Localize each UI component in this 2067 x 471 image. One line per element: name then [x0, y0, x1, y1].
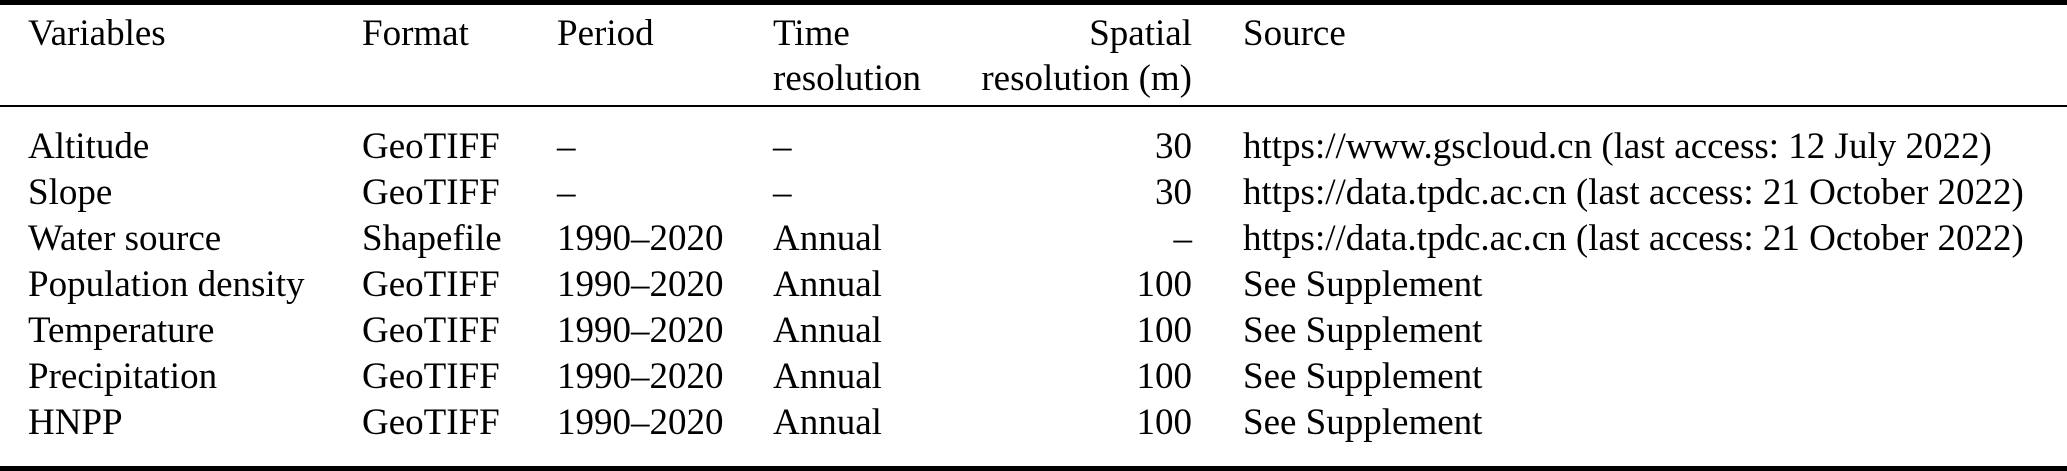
cell-spatial-resolution: 30: [1155, 172, 1192, 213]
cell-period: 1990–2020: [557, 356, 724, 397]
cell-variable: Water source: [28, 218, 222, 259]
table-row: Water source Shapefile 1990–2020 Annual …: [0, 216, 2067, 262]
cell-format: Shapefile: [362, 218, 502, 259]
table-row: Precipitation GeoTIFF 1990–2020 Annual 1…: [0, 354, 2067, 400]
cell-spatial-resolution: 100: [1136, 402, 1193, 443]
cell-time-resolution: Annual: [773, 264, 882, 305]
data-sources-table: Variables Format Period Time resolution …: [0, 5, 2067, 446]
cell-time-resolution: Annual: [773, 356, 882, 397]
cell-spatial-resolution: 100: [1136, 264, 1193, 305]
cell-variable: HNPP: [28, 402, 123, 443]
cell-spatial-resolution: 100: [1136, 310, 1193, 351]
cell-time-resolution: Annual: [773, 218, 882, 259]
header-row: Variables Format Period Time resolution …: [0, 5, 2067, 107]
table-row: HNPP GeoTIFF 1990–2020 Annual 100 See Su…: [0, 400, 2067, 446]
cell-source: See Supplement: [1243, 402, 1483, 443]
cell-period: 1990–2020: [557, 402, 724, 443]
cell-format: GeoTIFF: [362, 126, 500, 167]
cell-format: GeoTIFF: [362, 310, 500, 351]
cell-time-resolution: –: [773, 126, 792, 167]
col-header-format: Format: [362, 5, 557, 107]
col-header-time-line1: Time: [773, 13, 850, 54]
cell-source: https://data.tpdc.ac.cn (last access: 21…: [1243, 218, 2024, 259]
cell-period: –: [557, 172, 576, 213]
table-row: Temperature GeoTIFF 1990–2020 Annual 100…: [0, 308, 2067, 354]
cell-variable: Altitude: [28, 126, 150, 167]
table-row: Population density GeoTIFF 1990–2020 Ann…: [0, 262, 2067, 308]
cell-format: GeoTIFF: [362, 356, 500, 397]
col-header-spatial-line2: resolution (m): [981, 58, 1192, 99]
cell-spatial-resolution: 100: [1136, 356, 1193, 397]
cell-period: 1990–2020: [557, 310, 724, 351]
cell-spatial-resolution: 30: [1155, 126, 1192, 167]
cell-source: See Supplement: [1243, 310, 1483, 351]
cell-variable: Precipitation: [28, 356, 218, 397]
cell-source: https://www.gscloud.cn (last access: 12 …: [1243, 126, 1992, 167]
cell-period: 1990–2020: [557, 218, 724, 259]
cell-time-resolution: Annual: [773, 402, 882, 443]
cell-format: GeoTIFF: [362, 264, 500, 305]
cell-source: See Supplement: [1243, 264, 1483, 305]
cell-time-resolution: –: [773, 172, 792, 213]
col-header-source: Source: [1192, 5, 2067, 107]
cell-period: –: [557, 126, 576, 167]
table-row: Slope GeoTIFF – – 30 https://data.tpdc.a…: [0, 170, 2067, 216]
col-header-variables: Variables: [0, 5, 362, 107]
cell-period: 1990–2020: [557, 264, 724, 305]
cell-time-resolution: Annual: [773, 310, 882, 351]
cell-format: GeoTIFF: [362, 402, 500, 443]
cell-variable: Temperature: [28, 310, 215, 351]
cell-source: See Supplement: [1243, 356, 1483, 397]
table-row: Altitude GeoTIFF – – 30 https://www.gscl…: [0, 106, 2067, 170]
cell-variable: Population density: [28, 264, 305, 305]
col-header-time-resolution: Time resolution: [773, 5, 962, 107]
cell-spatial-resolution: –: [1173, 218, 1193, 259]
cell-source: https://data.tpdc.ac.cn (last access: 21…: [1243, 172, 2024, 213]
col-header-spatial-line1: Spatial: [1089, 13, 1192, 54]
col-header-spatial-resolution: Spatial resolution (m): [962, 5, 1192, 107]
cell-variable: Slope: [28, 172, 113, 213]
cell-format: GeoTIFF: [362, 172, 500, 213]
col-header-period: Period: [557, 5, 773, 107]
col-header-time-line2: resolution: [773, 58, 921, 99]
